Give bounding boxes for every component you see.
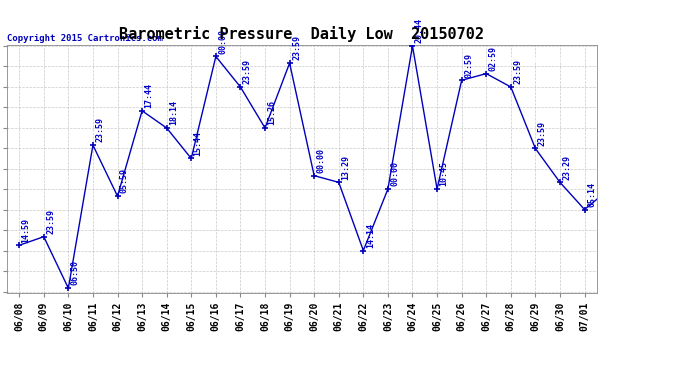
Text: 14:14: 14:14 — [366, 223, 375, 248]
Text: 05:59: 05:59 — [120, 168, 129, 194]
Text: 00:00: 00:00 — [391, 161, 400, 186]
Text: 23:59: 23:59 — [513, 59, 522, 84]
Text: 02:59: 02:59 — [464, 53, 473, 78]
Title: Barometric Pressure  Daily Low  20150702: Barometric Pressure Daily Low 20150702 — [119, 27, 484, 42]
Text: 10:45: 10:45 — [440, 161, 449, 186]
Text: 15:44: 15:44 — [194, 131, 203, 156]
Text: 23:59: 23:59 — [46, 209, 55, 234]
Text: 05:14: 05:14 — [587, 182, 596, 207]
Text: 15:26: 15:26 — [268, 100, 277, 125]
Text: 02:59: 02:59 — [489, 46, 497, 71]
Text: 06:50: 06:50 — [71, 260, 80, 285]
Text: 23:59: 23:59 — [243, 59, 252, 84]
Text: Copyright 2015 Cartronics.com: Copyright 2015 Cartronics.com — [7, 33, 163, 42]
Text: 18:14: 18:14 — [169, 100, 178, 125]
Text: 23:59: 23:59 — [538, 121, 547, 146]
Text: 20:44: 20:44 — [415, 18, 424, 43]
Text: 17:44: 17:44 — [144, 83, 154, 108]
Text: 23:59: 23:59 — [292, 35, 301, 60]
Text: 23:59: 23:59 — [95, 117, 104, 142]
Text: 00:00: 00:00 — [218, 28, 227, 54]
Text: 14:59: 14:59 — [21, 217, 30, 243]
Text: 03:14: 03:14 — [0, 374, 1, 375]
Text: 13:29: 13:29 — [341, 154, 351, 180]
Text: 23:29: 23:29 — [562, 154, 571, 180]
Text: 00:00: 00:00 — [317, 148, 326, 173]
Text: 00:14: 00:14 — [0, 374, 1, 375]
